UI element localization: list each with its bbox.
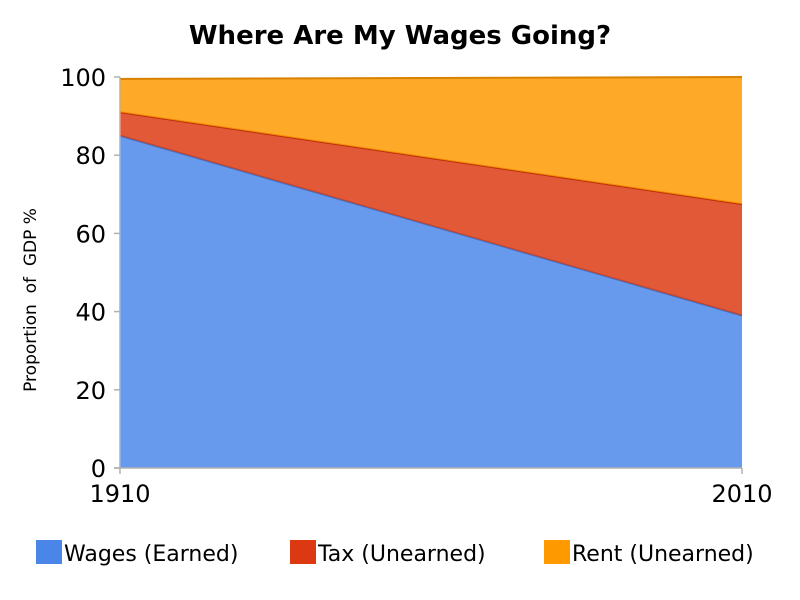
- legend-swatch-wages-earned: [36, 540, 62, 564]
- legend-swatch-tax-unearned: [290, 540, 316, 564]
- x-tick-label: 1910: [89, 480, 150, 508]
- y-axis-label: Proportion of GDP %: [21, 208, 41, 392]
- area-wages-earned: [120, 135, 742, 468]
- y-tick-label: 60: [75, 220, 106, 248]
- areas-layer: [119, 76, 743, 468]
- y-tick-label: 20: [75, 377, 106, 405]
- y-tick-label: 40: [75, 299, 106, 327]
- axes-layer: [114, 77, 743, 474]
- line-rent-unearned: [119, 76, 743, 80]
- legend-label-rent-unearned: Rent (Unearned): [572, 542, 754, 567]
- y-tick-label: 0: [91, 455, 106, 483]
- legend: Wages (Earned) Tax (Unearned) Rent (Unearn…: [36, 540, 754, 567]
- y-tick-label: 100: [60, 64, 106, 92]
- area-rent-unearned: [120, 77, 742, 205]
- ticks-layer: 0 20 40 60 80 100 1910 2010: [60, 64, 772, 508]
- y-tick-label: 80: [75, 142, 106, 170]
- legend-label-wages-earned: Wages (Earned): [64, 542, 238, 567]
- chart-title: Where Are My Wages Going?: [189, 21, 611, 51]
- legend-swatch-rent-unearned: [544, 540, 570, 564]
- legend-label-tax-unearned: Tax (Unearned): [317, 542, 486, 567]
- area-tax-unearned: [120, 112, 742, 316]
- x-tick-label: 2010: [711, 480, 772, 508]
